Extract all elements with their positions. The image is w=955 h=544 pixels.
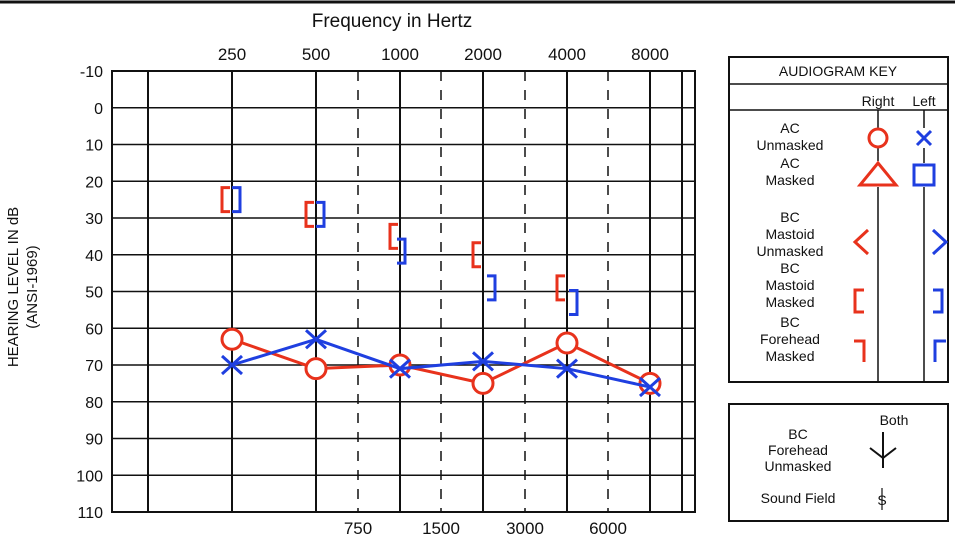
y-axis-subtitle: (ANSI-1969) bbox=[24, 245, 41, 328]
plot-grid bbox=[112, 71, 695, 512]
data-point-bracket bbox=[557, 276, 565, 300]
data-point-circle bbox=[306, 359, 326, 379]
key-bc-mastoid-unmasked-line1: BC bbox=[780, 209, 799, 225]
x-tick-label-top: 2000 bbox=[464, 45, 502, 64]
y-tick-label: 100 bbox=[76, 468, 103, 485]
x-tick-label-top: 250 bbox=[218, 45, 246, 64]
data-point-circle bbox=[557, 333, 577, 353]
x-tick-label-top: 500 bbox=[302, 45, 330, 64]
key-left-label: Left bbox=[912, 93, 935, 109]
data-point-bracket bbox=[232, 188, 240, 212]
key-left-bc-forehead-masked-symbol bbox=[935, 341, 946, 362]
key-bc-mastoid-unmasked-line2: Mastoid bbox=[765, 226, 814, 242]
key-both-bc-forehead-unmasked-symbol bbox=[870, 432, 896, 468]
y-tick-label: 70 bbox=[85, 358, 103, 375]
key-bc-forehead-unmasked-line1: BC bbox=[788, 426, 807, 442]
x-tick-label-top: 4000 bbox=[548, 45, 586, 64]
y-tick-label: 90 bbox=[85, 432, 103, 449]
x-tick-label-bottom: 1500 bbox=[422, 519, 460, 538]
y-tick-label: 20 bbox=[85, 174, 103, 191]
key-ac-masked-line2: Masked bbox=[765, 172, 814, 188]
data-point-bracket bbox=[306, 202, 314, 226]
key-title: AUDIOGRAM KEY bbox=[779, 63, 898, 79]
series-right-bc-mastoid-masked bbox=[222, 188, 565, 300]
x-tick-label-top: 8000 bbox=[631, 45, 669, 64]
key-bc-mastoid-masked-line2: Mastoid bbox=[765, 277, 814, 293]
key-bc-mastoid-unmasked-line3: Unmasked bbox=[757, 243, 824, 259]
key-bc-forehead-masked-line2: Forehead bbox=[760, 331, 820, 347]
data-point-bracket bbox=[569, 291, 577, 315]
data-point-circle bbox=[222, 329, 242, 349]
x-tick-label-bottom: 6000 bbox=[589, 519, 627, 538]
key-ac-unmasked-line1: AC bbox=[780, 120, 799, 136]
data-point-circle bbox=[640, 373, 660, 393]
y-tick-label: 50 bbox=[85, 285, 103, 302]
key-bc-forehead-masked-line3: Masked bbox=[765, 348, 814, 364]
key-right-bc-mastoid-masked-symbol bbox=[855, 290, 864, 312]
key-right-label: Right bbox=[862, 93, 895, 109]
key-bc-forehead-masked-line1: BC bbox=[780, 314, 799, 330]
y-axis-title: HEARING LEVEL IN dB bbox=[5, 207, 22, 367]
key-right-bc-forehead-masked-symbol bbox=[854, 341, 864, 362]
y-tick-label: 110 bbox=[77, 505, 103, 522]
y-tick-label: 80 bbox=[85, 395, 103, 412]
key-bc-forehead-unmasked-line2: Forehead bbox=[768, 442, 828, 458]
key-bc-mastoid-masked-line1: BC bbox=[780, 260, 799, 276]
audiogram-key: AUDIOGRAM KEY Right Left AC Unmasked AC … bbox=[729, 57, 948, 521]
x-tick-label-bottom: 750 bbox=[344, 519, 372, 538]
y-tick-label: 0 bbox=[94, 101, 103, 118]
data-point-circle bbox=[473, 373, 493, 393]
y-tick-labels: -10 0 10 20 30 40 50 60 70 80 90 100 110 bbox=[76, 64, 103, 522]
key-ac-masked-line1: AC bbox=[780, 155, 799, 171]
key-bc-mastoid-masked-line3: Masked bbox=[765, 294, 814, 310]
data-point-bracket bbox=[316, 202, 324, 226]
data-point-bracket bbox=[390, 224, 398, 248]
key-ac-unmasked-line2: Unmasked bbox=[757, 137, 824, 153]
key-left-bc-mastoid-masked-symbol bbox=[933, 290, 942, 312]
x-axis-title: Frequency in Hertz bbox=[312, 11, 473, 32]
y-tick-label: 40 bbox=[85, 248, 103, 265]
y-tick-label: 30 bbox=[85, 211, 103, 228]
x-tick-label-bottom: 3000 bbox=[506, 519, 544, 538]
x-tick-label-top: 1000 bbox=[381, 45, 419, 64]
data-point-bracket bbox=[222, 188, 230, 212]
key-sound-field-label: Sound Field bbox=[761, 490, 836, 506]
y-tick-label: 60 bbox=[85, 321, 103, 338]
data-point-bracket bbox=[487, 276, 495, 300]
key-left-bc-mastoid-unmasked-symbol bbox=[933, 230, 946, 254]
y-tick-label: 10 bbox=[85, 138, 103, 155]
key-bc-forehead-unmasked-line3: Unmasked bbox=[765, 458, 832, 474]
y-tick-label: -10 bbox=[80, 64, 103, 81]
key-right-bc-mastoid-unmasked-symbol bbox=[855, 230, 868, 254]
key-both-label: Both bbox=[880, 412, 909, 428]
